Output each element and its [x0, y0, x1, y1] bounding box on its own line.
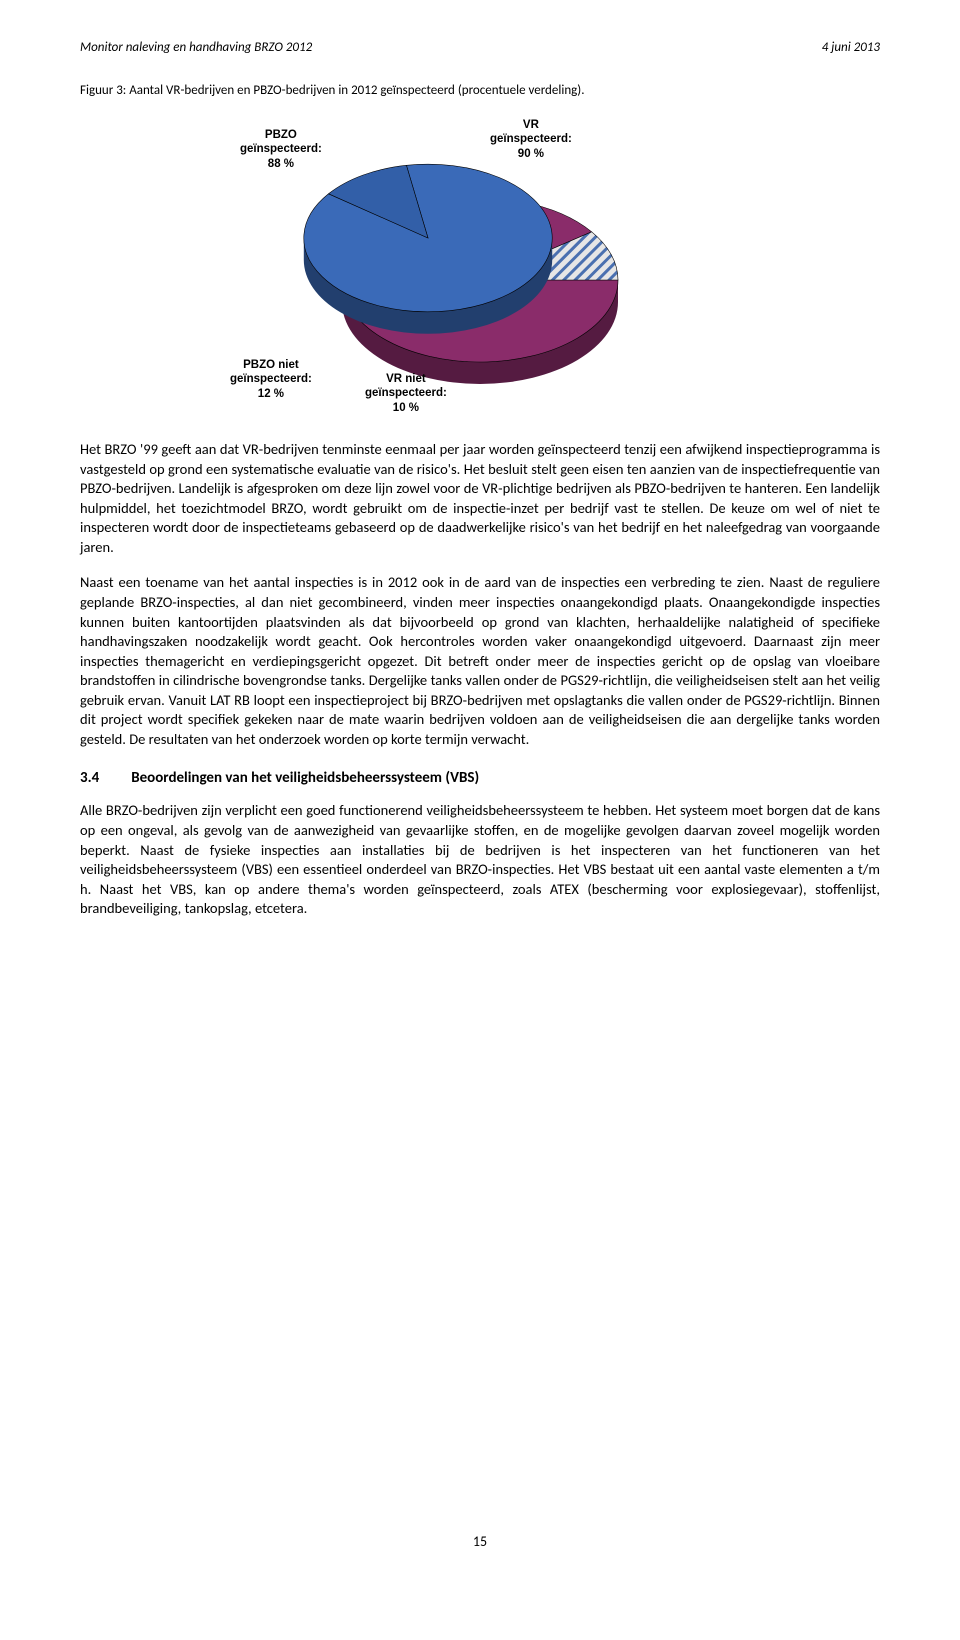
body-paragraph-2: Naast een toename van het aantal inspect…	[80, 573, 880, 749]
section-number: 3.4	[80, 769, 99, 787]
chart-label: VRgeïnspecteerd:90 %	[490, 118, 572, 161]
body-paragraph-3: Alle BRZO-bedrijven zijn verplicht een g…	[80, 801, 880, 918]
chart-label: PBZO nietgeïnspecteerd:12 %	[230, 358, 312, 401]
page-header: Monitor naleving en handhaving BRZO 2012…	[80, 40, 880, 55]
section-heading: 3.4 Beoordelingen van het veiligheidsbeh…	[80, 769, 880, 787]
chart-label: VR nietgeïnspecteerd:10 %	[365, 372, 447, 415]
body-paragraph-1: Het BRZO '99 geeft aan dat VR-bedrijven …	[80, 440, 880, 557]
section-title: Beoordelingen van het veiligheidsbeheers…	[131, 769, 479, 787]
page-number: 15	[473, 1533, 487, 1550]
figure-caption: Figuur 3: Aantal VR-bedrijven en PBZO-be…	[80, 83, 880, 98]
chart-label: PBZOgeïnspecteerd:88 %	[240, 128, 322, 171]
header-left: Monitor naleving en handhaving BRZO 2012	[80, 40, 312, 55]
pie-chart: PBZOgeïnspecteerd:88 % VRgeïnspecteerd:90…	[200, 110, 760, 420]
header-right: 4 juni 2013	[822, 40, 880, 55]
